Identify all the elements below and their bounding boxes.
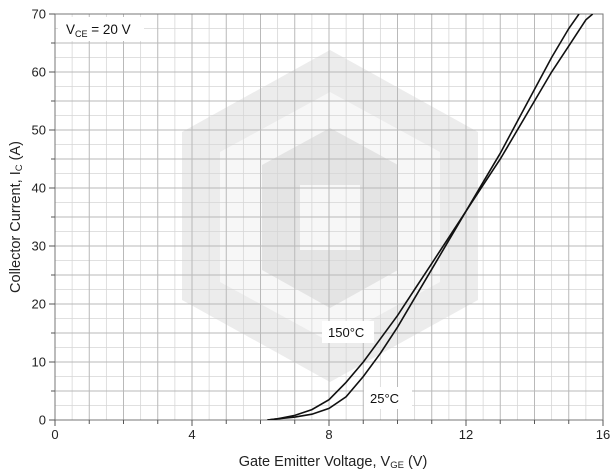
y-axis-title-unit: (A) (8, 141, 24, 164)
series-line-1 (267, 14, 594, 420)
watermark-logo (182, 50, 478, 382)
y-tick-labels: 0 10 20 30 40 50 60 70 (32, 7, 46, 428)
major-gridlines (55, 14, 603, 420)
condition-label-suffix: = 20 V (88, 22, 131, 37)
x-tick-labels: 0 4 8 12 16 (51, 427, 610, 442)
x-axis-title-unit: (V) (404, 454, 427, 470)
y-tick-label: 0 (39, 413, 46, 428)
series-layer (267, 14, 594, 420)
x-tick-label: 16 (596, 427, 610, 442)
y-axis-title: Collector Current, IC (A) (8, 141, 25, 293)
y-axis-title-sub: C (14, 164, 25, 171)
condition-label-sub: CE (75, 29, 88, 39)
x-axis-title-main: Gate Emitter Voltage, V (239, 454, 391, 470)
x-axis-title: Gate Emitter Voltage, VGE (V) (239, 454, 428, 471)
y-tick-label: 50 (32, 123, 46, 138)
y-tick-label: 30 (32, 239, 46, 254)
y-tick-label: 40 (32, 181, 46, 196)
annotation-25c-text: 25°C (370, 391, 399, 406)
annotation-150c-text: 150°C (328, 325, 364, 340)
x-axis-title-sub: GE (390, 460, 404, 471)
tick-marks (49, 13, 604, 426)
y-tick-label: 70 (32, 7, 46, 22)
annotation-25c: 25°C (364, 387, 412, 409)
condition-label: VCE = 20 V (58, 17, 144, 41)
y-axis-title-main: Collector Current, I (8, 171, 24, 293)
x-tick-label: 4 (188, 427, 195, 442)
y-tick-label: 20 (32, 297, 46, 312)
y-tick-label: 10 (32, 355, 46, 370)
annotation-150c: 150°C (322, 321, 374, 343)
x-tick-label: 12 (459, 427, 473, 442)
series-line-0 (267, 14, 580, 420)
svg-text:VCE = 20 V: VCE = 20 V (66, 22, 131, 39)
x-tick-label: 0 (51, 427, 58, 442)
x-tick-label: 8 (325, 427, 332, 442)
condition-label-prefix: V (66, 22, 75, 37)
y-tick-label: 60 (32, 65, 46, 80)
